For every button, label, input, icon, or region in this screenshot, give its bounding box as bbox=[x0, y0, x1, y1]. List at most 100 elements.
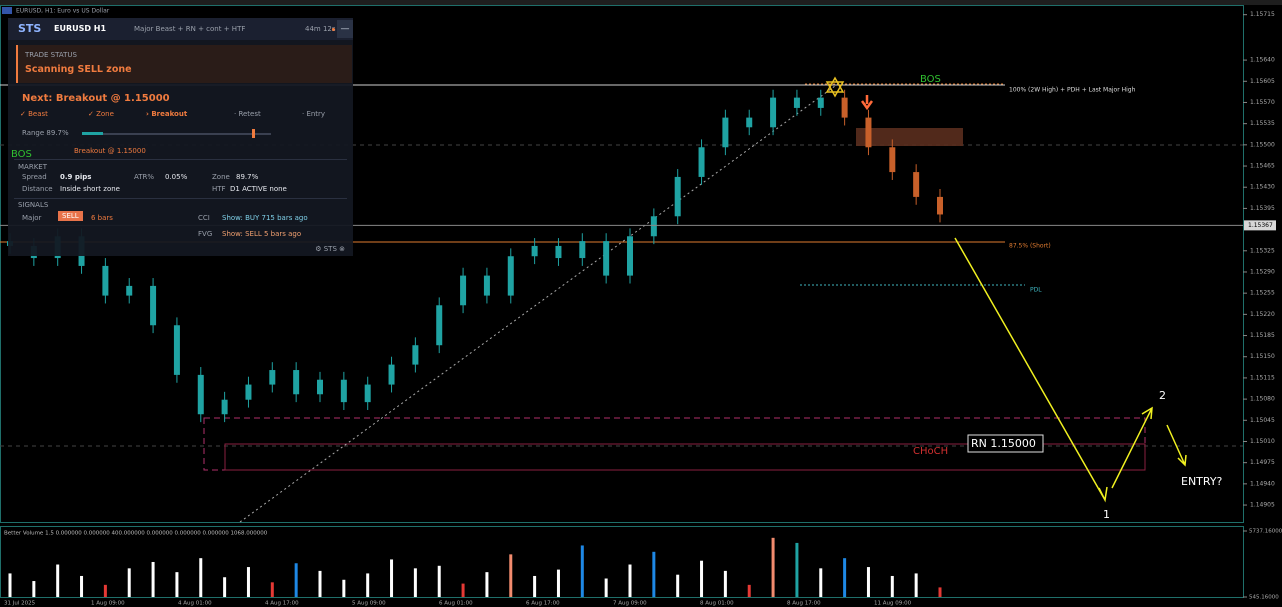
market-key: ATR% bbox=[134, 173, 155, 181]
market-value: 0.9 pips bbox=[60, 173, 92, 181]
mode: Major Beast + RN + cont + HTF bbox=[134, 25, 246, 33]
signal-key: CCI bbox=[198, 214, 210, 222]
volume-bar bbox=[103, 584, 107, 597]
candle-body bbox=[650, 216, 657, 237]
candle-body bbox=[531, 245, 538, 257]
volume-bar bbox=[914, 573, 918, 597]
candle-body bbox=[555, 245, 562, 259]
signal-value: Show: SELL 5 bars ago bbox=[222, 230, 302, 238]
y-tick-label: 1.15395 bbox=[1250, 205, 1275, 212]
candle-body bbox=[793, 97, 800, 108]
y-tick-label: 1.14975 bbox=[1250, 459, 1275, 466]
candle-body bbox=[317, 379, 323, 395]
market-key: HTF bbox=[212, 185, 226, 193]
candle-body bbox=[364, 384, 371, 403]
candle-body bbox=[674, 176, 681, 217]
y-tick-label: 1.15535 bbox=[1250, 120, 1275, 127]
y-tick-label: 1.15640 bbox=[1250, 57, 1275, 64]
y-tick-label: 545.16000 bbox=[1249, 595, 1279, 601]
status-box bbox=[16, 45, 352, 83]
path-arrow bbox=[1166, 424, 1187, 467]
status-value: Scanning SELL zone bbox=[25, 64, 132, 75]
y-tick-label: 1.15465 bbox=[1250, 163, 1275, 170]
candle-body bbox=[603, 241, 610, 276]
volume-pane bbox=[0, 526, 1244, 598]
level-label: 100% (2W High) + PDH + Last Major High bbox=[1009, 87, 1136, 94]
x-tick-label: 6 Aug 01:00 bbox=[439, 601, 473, 607]
level-label: 87.5% (Short) bbox=[1009, 243, 1051, 250]
symbol-flag bbox=[2, 7, 12, 14]
volume-bar bbox=[771, 537, 775, 597]
wave-label: 2 bbox=[1159, 389, 1166, 402]
choch-label: CHoCH bbox=[913, 446, 948, 457]
signal-value: 6 bars bbox=[91, 214, 113, 222]
candle-body bbox=[436, 305, 443, 346]
signal-key: Major bbox=[22, 214, 42, 222]
x-tick-label: 7 Aug 09:00 bbox=[613, 601, 647, 607]
timer: 44m 12s bbox=[305, 25, 336, 33]
x-tick-label: 8 Aug 17:00 bbox=[787, 601, 821, 607]
volume-bar bbox=[223, 577, 227, 597]
breakout-note: Breakout @ 1.15000 bbox=[74, 147, 146, 155]
volume-bar bbox=[938, 587, 942, 597]
step: › Breakout bbox=[146, 110, 188, 118]
volume-bar bbox=[56, 564, 60, 597]
volume-bar bbox=[485, 572, 489, 597]
volume-title: Better Volume 1.5 0.000000 0.000000 400.… bbox=[4, 531, 268, 537]
volume-bar bbox=[199, 558, 203, 597]
volume-bar bbox=[318, 570, 322, 597]
candle-body bbox=[340, 379, 347, 403]
market-value: Inside short zone bbox=[60, 185, 120, 193]
y-tick-label: 1.14905 bbox=[1250, 502, 1275, 509]
entry-label: ENTRY? bbox=[1181, 475, 1223, 488]
candle-body bbox=[126, 285, 133, 296]
pdl-label: PDL bbox=[1030, 287, 1042, 294]
candle-body bbox=[507, 256, 514, 296]
y-tick-label: 1.15045 bbox=[1250, 417, 1275, 424]
volume-bar bbox=[747, 584, 751, 597]
candle-body bbox=[102, 265, 109, 296]
volume-bar bbox=[723, 570, 727, 597]
y-tick-label: 1.15150 bbox=[1250, 353, 1275, 360]
status-label: TRADE STATUS bbox=[25, 51, 77, 59]
candle-body bbox=[221, 399, 228, 415]
volume-bar bbox=[151, 561, 155, 597]
rn-box bbox=[967, 434, 1044, 453]
panel-header bbox=[8, 18, 353, 40]
candle-body bbox=[817, 97, 824, 108]
x-tick-label: 11 Aug 09:00 bbox=[874, 601, 912, 607]
candle-body bbox=[483, 275, 490, 296]
volume-bar bbox=[819, 568, 823, 597]
volume-bar bbox=[342, 579, 346, 597]
candle-body bbox=[889, 147, 896, 173]
candle-body bbox=[937, 196, 943, 215]
y-tick-label: 1.15570 bbox=[1250, 99, 1275, 106]
volume-bar bbox=[413, 568, 417, 597]
panel-footer: ⚙ STS ⊗ bbox=[315, 245, 345, 253]
logo: STS bbox=[18, 22, 42, 35]
volume-bar bbox=[127, 568, 131, 597]
market-value: D1 ACTIVE none bbox=[230, 185, 287, 193]
next-step: Next: Breakout @ 1.15000 bbox=[22, 93, 170, 104]
sts-panel: STS EURUSD H1 Major Beast + RN + cont + … bbox=[8, 18, 353, 256]
candle-body bbox=[269, 370, 276, 385]
step: · Entry bbox=[302, 110, 326, 118]
volume-bar bbox=[294, 563, 298, 597]
supply-box bbox=[856, 128, 963, 146]
volume-bar bbox=[246, 567, 250, 597]
path-arrow bbox=[1111, 406, 1153, 489]
x-tick-label: 6 Aug 17:00 bbox=[526, 601, 560, 607]
volume-bar bbox=[8, 573, 12, 597]
candle-body bbox=[579, 241, 586, 259]
status-dot bbox=[332, 28, 335, 31]
x-tick-label: 4 Aug 01:00 bbox=[178, 601, 212, 607]
volume-bar bbox=[700, 560, 704, 597]
x-tick-label: 4 Aug 17:00 bbox=[265, 601, 299, 607]
candle-body bbox=[173, 325, 180, 375]
star-icon bbox=[825, 81, 845, 98]
volume-bar bbox=[366, 573, 370, 597]
symbol: EURUSD H1 bbox=[54, 24, 107, 33]
minimize-button[interactable]: — bbox=[337, 20, 353, 38]
candle-body bbox=[627, 236, 633, 276]
